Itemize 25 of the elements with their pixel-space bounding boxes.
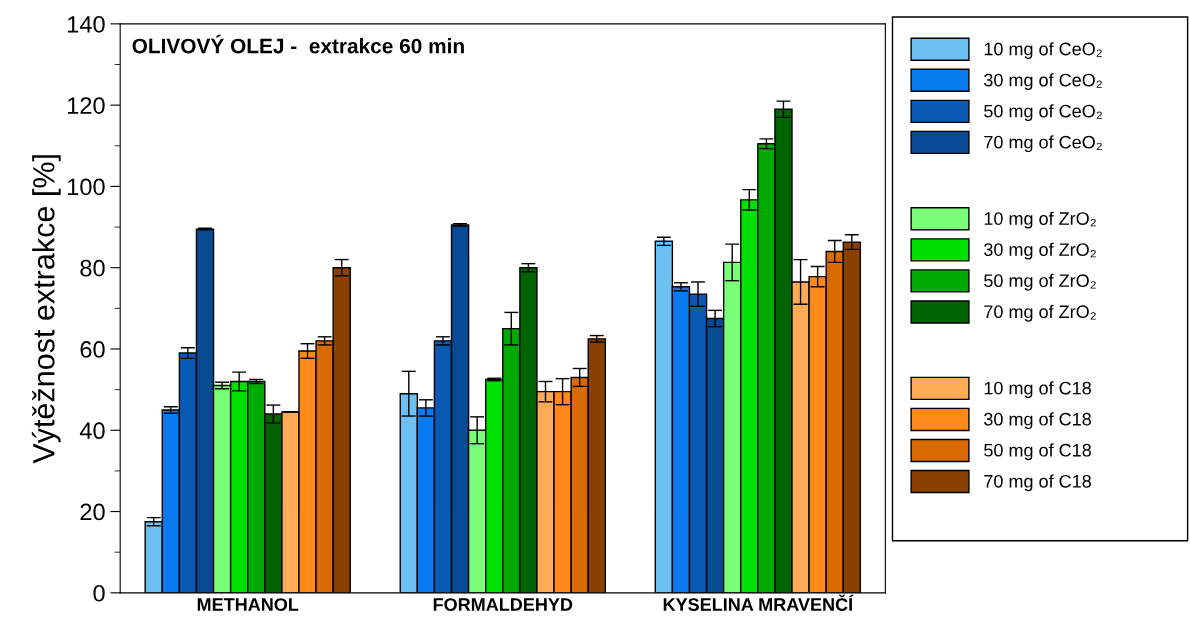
- legend-label: 70 mg of ZrO₂: [984, 304, 1096, 322]
- y-tick-label: 0: [93, 584, 105, 602]
- y-tick-label: 120: [68, 97, 105, 114]
- legend-label: 10 mg of CeO₂: [984, 42, 1102, 59]
- legend-label: 30 mg of ZrO₂: [984, 242, 1096, 260]
- y-tick-label: 100: [68, 178, 105, 196]
- y-tick-label: 20: [80, 503, 105, 521]
- y-tick-label: 40: [79, 422, 105, 440]
- legend-label: 30 mg of CeO₂: [984, 73, 1102, 90]
- legend-label: 70 mg of C18: [984, 474, 1091, 492]
- x-tick-label: METHANOL: [197, 598, 299, 611]
- legend-label: 30 mg of C18: [984, 412, 1091, 430]
- y-axis-title: Výtěžnost extrakce [%]: [31, 155, 61, 464]
- legend-label: 50 mg of CeO₂: [984, 104, 1102, 122]
- legend-label: 50 mg of C18: [984, 443, 1091, 461]
- y-tick-label: 140: [68, 15, 105, 33]
- legend-label: 70 mg of CeO₂: [984, 135, 1102, 153]
- x-tick-label: FORMALDEHYD: [433, 598, 573, 611]
- y-tick-label: 80: [80, 259, 105, 277]
- chart-title: OLIVOVÝ OLEJ - extrakce 60 min: [132, 34, 464, 54]
- x-tick-label: KYSELINA MRAVENČÍ: [663, 594, 854, 611]
- legend-label: 10 mg of C18: [984, 381, 1091, 399]
- y-tick-label: 60: [80, 341, 105, 358]
- legend-label: 10 mg of ZrO₂: [984, 211, 1096, 229]
- legend-label: 50 mg of ZrO₂: [984, 273, 1096, 291]
